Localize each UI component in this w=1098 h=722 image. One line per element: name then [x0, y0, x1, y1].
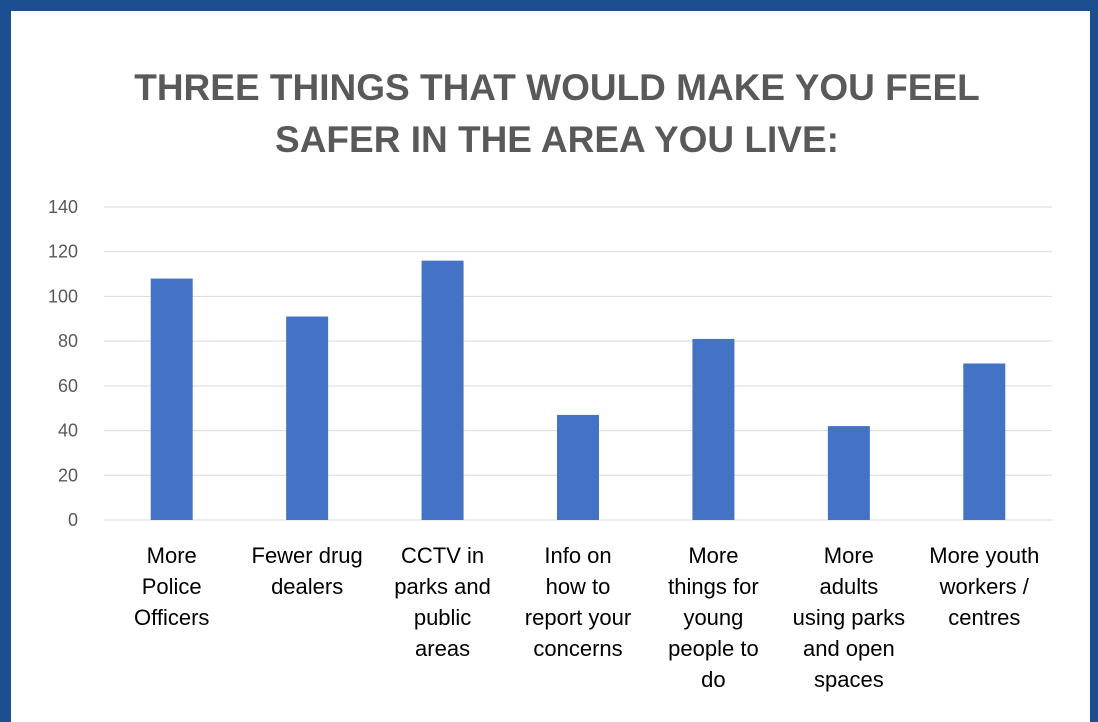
x-category-label-line: and open — [803, 636, 895, 661]
x-category-label-line: Officers — [134, 605, 209, 630]
chart-title-line-2: SAFER IN THE AREA YOU LIVE: — [275, 119, 839, 160]
x-axis-category-labels: More Police Officers Fewer drug dealers CCTV … — [134, 543, 1039, 692]
bar-7 — [963, 363, 1006, 520]
x-category-label-line: young — [683, 605, 743, 630]
bar-5 — [692, 338, 735, 520]
x-category-label-line: people to — [668, 636, 759, 661]
x-category-label-line: how to — [546, 574, 611, 599]
x-category-label-line: dealers — [271, 574, 343, 599]
x-category-label-line: CCTV in — [401, 543, 484, 568]
x-category-label-line: centres — [948, 605, 1020, 630]
bar-6 — [827, 426, 870, 520]
y-tick-label: 0 — [68, 510, 78, 530]
y-tick-label: 120 — [48, 242, 78, 262]
x-category-label: CCTV in parks and public areas — [394, 543, 491, 661]
x-category-label-line: workers / — [939, 574, 1030, 599]
x-category-label: Fewer drug dealers — [252, 543, 363, 599]
y-tick-label: 80 — [58, 331, 78, 351]
bar-4 — [557, 414, 599, 520]
x-category-label: Info on how to report your concerns — [525, 543, 631, 661]
x-category-label-line: More youth — [929, 543, 1039, 568]
bar-1 — [150, 278, 193, 520]
x-category-label-line: adults — [819, 574, 878, 599]
y-tick-label: 40 — [58, 421, 78, 441]
x-category-label-line: Fewer drug — [252, 543, 363, 568]
x-category-label-line: concerns — [533, 636, 622, 661]
x-category-label-line: things for — [668, 574, 759, 599]
x-category-label-line: More — [147, 543, 197, 568]
y-tick-label: 20 — [58, 465, 78, 485]
bar-2 — [286, 316, 329, 520]
x-category-label-line: Police — [142, 574, 202, 599]
bars — [150, 260, 1006, 520]
x-category-label: More youth workers / centres — [929, 543, 1039, 630]
x-category-label: More Police Officers — [134, 543, 209, 630]
x-category-label-line: areas — [415, 636, 470, 661]
y-tick-label: 140 — [48, 197, 78, 217]
x-category-label: More adults using parks and open spaces — [793, 543, 906, 692]
x-category-label-line: report your — [525, 605, 631, 630]
x-category-label: More things for young people to do — [668, 543, 759, 692]
chart-title: THREE THINGS THAT WOULD MAKE YOU FEEL SA… — [0, 62, 1098, 166]
x-category-label-line: do — [701, 667, 725, 692]
x-category-label-line: parks and — [394, 574, 491, 599]
bar-3 — [421, 260, 464, 520]
x-category-label-line: using parks — [793, 605, 906, 630]
x-category-label-line: Info on — [544, 543, 611, 568]
y-tick-label: 100 — [48, 286, 78, 306]
x-category-label-line: public — [414, 605, 471, 630]
x-category-label-line: More — [824, 543, 874, 568]
y-tick-label: 60 — [58, 376, 78, 396]
y-axis-tick-labels: 0 20 40 60 80 100 120 140 — [48, 197, 78, 530]
chart-title-line-1: THREE THINGS THAT WOULD MAKE YOU FEEL — [134, 67, 980, 108]
x-category-label-line: More — [688, 543, 738, 568]
x-category-label-line: spaces — [814, 667, 884, 692]
